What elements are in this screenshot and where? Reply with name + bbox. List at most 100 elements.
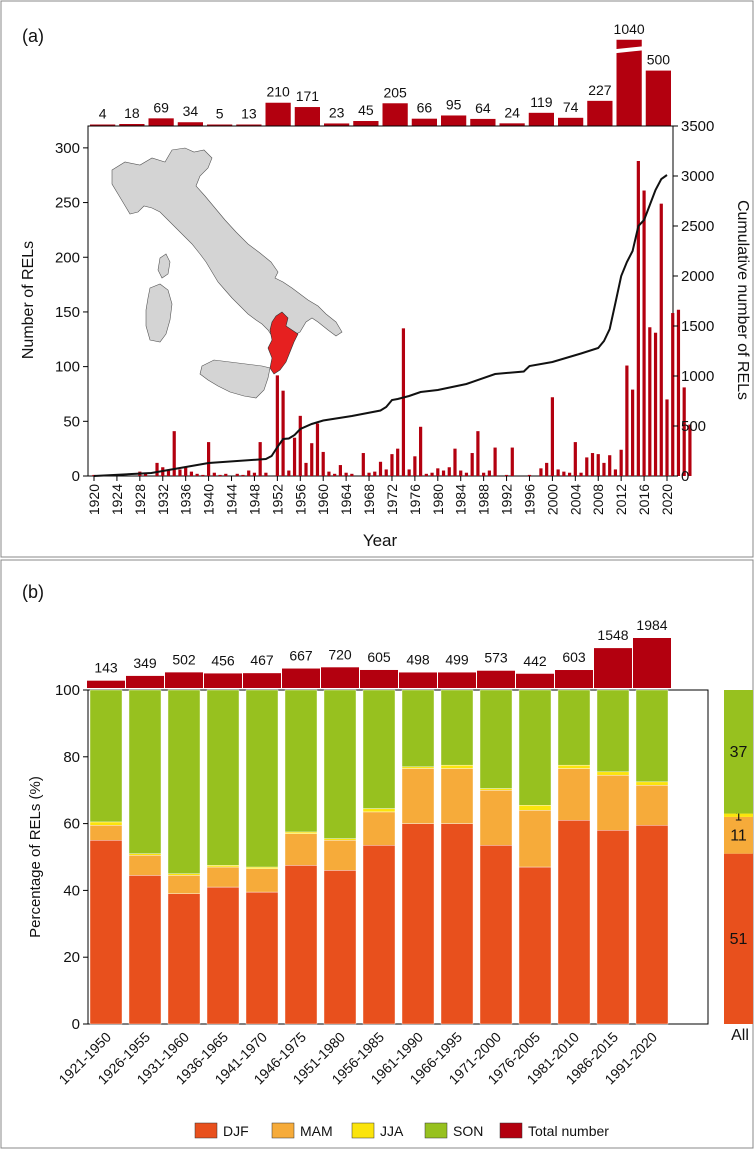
total-bar-2 <box>165 672 203 688</box>
legend-label-2: JJA <box>380 1123 404 1139</box>
x-tick-label-1972: 1972 <box>384 484 400 515</box>
italy-map <box>111 147 343 399</box>
x-tick-label-1936: 1936 <box>178 484 194 515</box>
stacked-bar-MAM-0 <box>89 825 123 841</box>
legend-label-0: DJF <box>223 1123 249 1139</box>
x-tick-label-1988: 1988 <box>476 484 492 515</box>
all-bar-label-SON: 37 <box>730 744 748 761</box>
annual-bar-1953 <box>281 390 285 476</box>
stacked-bar-MAM-1 <box>128 855 162 876</box>
period-total-label-11: 66 <box>417 100 433 116</box>
legend-swatch-4 <box>499 1122 523 1139</box>
x-tick-label-2012: 2012 <box>613 484 629 515</box>
stacked-bar-DJF-6 <box>323 870 357 1025</box>
x-tick-label-1940: 1940 <box>201 484 217 515</box>
all-bar-MAM <box>724 816 753 854</box>
annual-bar-2012 <box>619 449 623 476</box>
b-y-tick-label-20: 20 <box>63 949 80 966</box>
period-total-bar-0 <box>90 124 116 126</box>
total-label-2: 502 <box>172 651 196 667</box>
all-bar-label-DJF: 51 <box>730 931 748 948</box>
annual-bar-2022 <box>676 309 681 476</box>
panel-b-total-bars: 143 349 502 456 467 667 720 605 498 499 573 442 603 1… <box>87 617 671 688</box>
y-tick-label-50: 50 <box>63 413 80 430</box>
x-tick-label-1960: 1960 <box>315 484 331 515</box>
stacked-bar-JJA-5 <box>284 831 318 834</box>
total-label-10: 573 <box>484 650 508 666</box>
annual-bar-1974 <box>401 328 406 476</box>
annual-bar-1956 <box>298 415 302 476</box>
panel-a-frame <box>0 0 754 558</box>
stacked-bar-DJF-7 <box>362 845 396 1025</box>
x-tick-label-1996: 1996 <box>521 484 537 515</box>
panel-a-axes: 0501001502002503000500100015002000250030… <box>55 118 714 515</box>
all-bar-JJA <box>724 813 753 817</box>
y-tick-label-250: 250 <box>55 195 80 212</box>
annual-bar-1935 <box>178 469 182 476</box>
total-bar-8 <box>399 672 437 688</box>
annual-bar-1938 <box>195 473 199 476</box>
stacked-bar-SON-6 <box>323 689 357 839</box>
cumulative-line <box>93 174 668 477</box>
annual-bar-1999 <box>545 462 549 476</box>
panel-b-label: (b) <box>22 582 44 602</box>
total-bar-13 <box>594 648 632 688</box>
stacked-bar-MAM-2 <box>167 875 201 894</box>
stacked-bar-SON-1 <box>128 689 162 854</box>
y-tick-label-100: 100 <box>55 359 80 376</box>
period-total-bar-8 <box>324 123 350 126</box>
b-y-tick-label-0: 0 <box>72 1016 80 1033</box>
period-total-bar-14 <box>499 123 525 126</box>
stacked-bar-DJF-12 <box>557 820 591 1025</box>
period-total-bar-2 <box>148 118 174 126</box>
stacked-bar-JJA-10 <box>479 788 513 791</box>
annual-bar-2021 <box>671 313 675 476</box>
stacked-bar-SON-12 <box>557 689 591 766</box>
italy-mainland <box>111 147 343 349</box>
x-tick-label-1976: 1976 <box>407 484 423 515</box>
annual-bar-1975 <box>407 469 411 476</box>
period-total-label-19: 500 <box>647 52 671 68</box>
y-tick-label-0: 0 <box>72 468 80 485</box>
annual-bar-1979 <box>430 472 434 476</box>
stacked-bar-SON-14 <box>635 689 669 783</box>
x-tick-label-2000: 2000 <box>544 484 560 515</box>
total-bar-14 <box>633 638 671 688</box>
annual-bar-1931 <box>155 462 159 476</box>
total-label-1: 349 <box>133 655 157 671</box>
annual-bar-1954 <box>287 470 291 476</box>
annual-bar-1971 <box>384 469 388 476</box>
all-bar-DJF <box>724 853 753 1024</box>
y2-tick-label-500: 500 <box>681 418 706 435</box>
total-label-8: 498 <box>406 651 430 667</box>
legend-label-1: MAM <box>300 1123 333 1139</box>
stacked-bar-MAM-13 <box>596 774 630 831</box>
stacked-bar-DJF-10 <box>479 845 513 1025</box>
annual-bar-1959 <box>315 423 320 476</box>
annual-bar-1989 <box>487 470 491 476</box>
period-total-label-1: 18 <box>124 105 140 121</box>
annual-bar-1962 <box>333 473 337 476</box>
annual-bar-2005 <box>579 472 583 476</box>
total-label-7: 605 <box>367 649 391 665</box>
annual-bar-1947 <box>247 470 251 476</box>
legend-swatch-1 <box>271 1122 295 1139</box>
x-tick-label-1928: 1928 <box>132 484 148 515</box>
stacked-bar-MAM-12 <box>557 768 591 821</box>
y2-tick-label-1500: 1500 <box>681 318 714 335</box>
x-tick-label-1932: 1932 <box>155 484 171 515</box>
stacked-bar-SON-4 <box>245 689 279 868</box>
annual-bar-1961 <box>327 471 331 476</box>
stacked-bar-SON-13 <box>596 689 630 773</box>
annual-bar-2008 <box>596 454 600 476</box>
all-bar-label-MAM: 11 <box>730 827 747 844</box>
b-y-tick-label-60: 60 <box>63 816 80 833</box>
annual-bar-1976 <box>413 456 417 476</box>
stacked-bar-SON-8 <box>401 689 435 768</box>
stacked-bar-DJF-9 <box>440 823 474 1025</box>
annual-bar-2000 <box>550 397 554 476</box>
period-total-label-5: 13 <box>241 106 257 122</box>
annual-bar-1983 <box>453 448 457 476</box>
stacked-bar-JJA-4 <box>245 866 279 869</box>
annual-bar-1942 <box>218 474 222 476</box>
